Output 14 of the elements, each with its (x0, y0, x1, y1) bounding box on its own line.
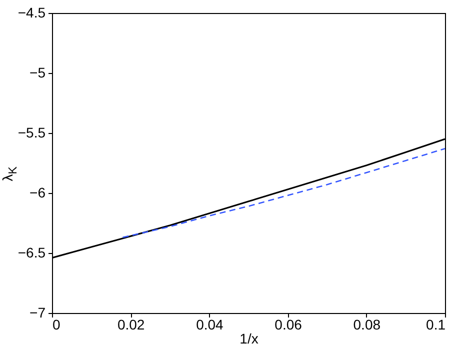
x-tick-label: 0.08 (353, 316, 381, 332)
y-tick-label: −4.5 (18, 4, 46, 20)
x-tick-label: 0.02 (117, 316, 145, 332)
x-tick-label: 0.06 (274, 316, 302, 332)
x-tick-label: 0.04 (196, 316, 224, 332)
y-tick-label: −5.5 (18, 124, 46, 140)
line-series (122, 148, 445, 238)
x-tick-label: 0 (52, 316, 60, 332)
y-tick-label: −6 (30, 184, 46, 200)
x-tick-label: 0.1 (426, 316, 446, 332)
y-tick-label: −6.5 (18, 244, 46, 260)
y-tick-label: −7 (30, 304, 46, 320)
x-axis-title: 1/x (240, 330, 258, 346)
y-tick-label: −5 (30, 64, 46, 80)
